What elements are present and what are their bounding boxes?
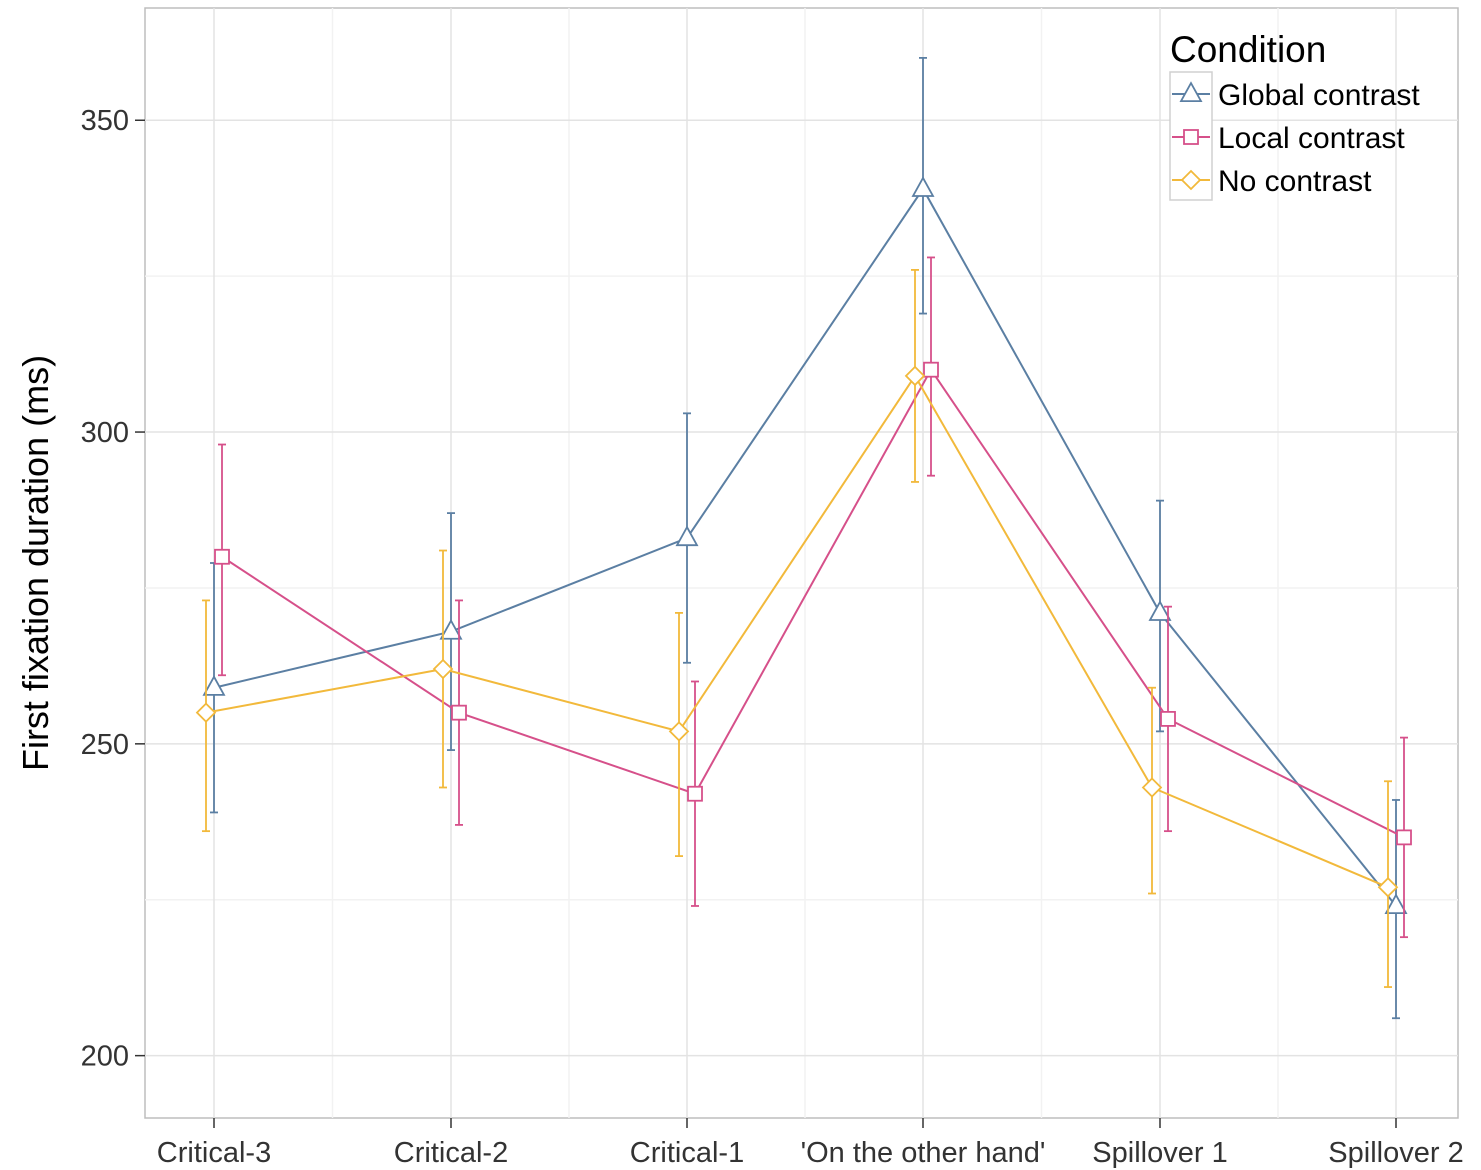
series-line bbox=[221, 367, 1405, 839]
legend-label: No contrast bbox=[1218, 165, 1372, 198]
legend-items: Global contrast Local contrast No contrast bbox=[1169, 71, 1420, 201]
data-point bbox=[1141, 777, 1163, 798]
y-tick-label: 250 bbox=[81, 729, 129, 761]
data-point bbox=[687, 785, 703, 802]
data-point bbox=[1160, 710, 1176, 727]
data-point bbox=[432, 658, 454, 680]
data-point bbox=[195, 702, 217, 723]
legend-key-marker bbox=[1179, 81, 1203, 103]
legend-key-marker bbox=[1180, 169, 1202, 191]
x-tick-label: 'On the other hand' bbox=[801, 1137, 1046, 1169]
x-tick-label: Spillover 1 bbox=[1092, 1137, 1227, 1169]
data-point bbox=[904, 365, 926, 387]
data-point bbox=[675, 525, 699, 547]
x-tick-label: Spillover 2 bbox=[1328, 1137, 1463, 1169]
x-tick-label: Critical-2 bbox=[394, 1137, 508, 1169]
data-point bbox=[911, 176, 935, 197]
y-axis-label: First fixation duration (ms) bbox=[15, 355, 56, 771]
series-no-contrast bbox=[195, 269, 1399, 988]
y-tick-label: 200 bbox=[81, 1041, 129, 1073]
data-point bbox=[668, 721, 690, 742]
data-point bbox=[1148, 600, 1172, 621]
x-tick-label: Critical-1 bbox=[630, 1137, 744, 1169]
y-axis: 200 250 300 350 bbox=[81, 105, 145, 1073]
series-line bbox=[213, 186, 1397, 907]
legend: Condition Global contrast Local contrast N… bbox=[1169, 29, 1420, 201]
data-point bbox=[451, 704, 467, 721]
series-layer bbox=[195, 56, 1412, 1020]
series-global-contrast bbox=[202, 56, 1408, 1020]
data-point bbox=[1384, 893, 1408, 915]
y-tick-label: 300 bbox=[81, 417, 129, 449]
series-line bbox=[205, 374, 1389, 889]
legend-key-marker bbox=[1183, 129, 1199, 145]
legend-label: Local contrast bbox=[1218, 122, 1405, 155]
data-point bbox=[439, 618, 463, 640]
grid bbox=[145, 8, 1458, 1118]
x-tick-label: Critical-3 bbox=[157, 1137, 271, 1169]
plot-panel bbox=[144, 7, 1459, 1119]
legend-label: Global contrast bbox=[1218, 79, 1420, 112]
legend-title: Condition bbox=[1170, 29, 1326, 70]
series-local-contrast bbox=[214, 256, 1412, 939]
y-tick-label: 350 bbox=[81, 105, 129, 137]
data-point bbox=[923, 361, 939, 378]
data-point bbox=[214, 548, 230, 565]
data-point bbox=[202, 674, 226, 696]
data-point bbox=[1377, 876, 1399, 898]
data-point bbox=[1396, 829, 1412, 846]
x-axis: Critical-3 Critical-2 Critical-1 'On the ot… bbox=[157, 1118, 1464, 1169]
